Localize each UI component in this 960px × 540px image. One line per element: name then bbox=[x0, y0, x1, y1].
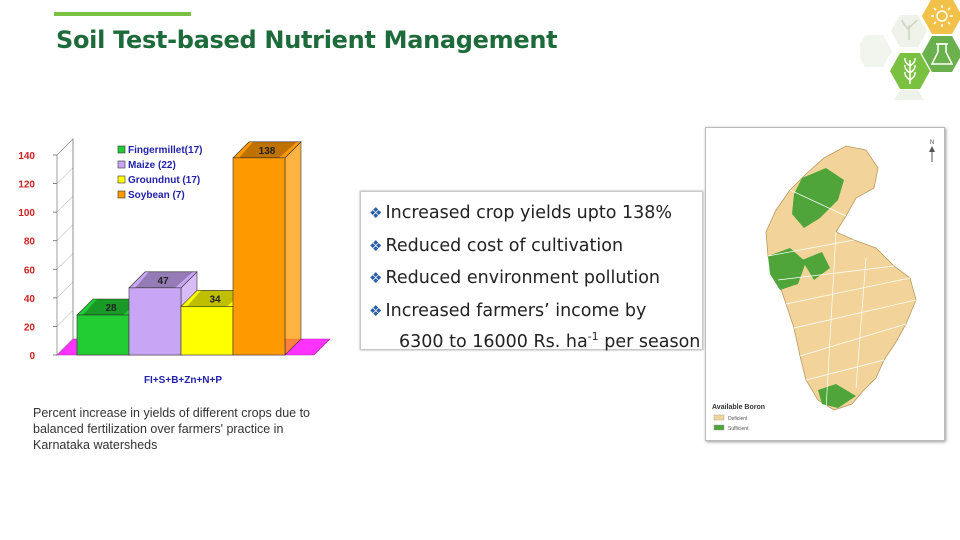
bullet-item: ❖ Increased crop yields upto 138% bbox=[369, 203, 672, 223]
sufficient-region-central bbox=[768, 248, 806, 290]
slide-title: Soil Test-based Nutrient Management bbox=[56, 26, 558, 54]
svg-text:N: N bbox=[930, 140, 934, 146]
diamond-bullet-icon: ❖ bbox=[369, 269, 383, 287]
bar-data-label: 28 bbox=[105, 303, 117, 314]
bullet-item: ❖ Increased farmers’ income by bbox=[369, 300, 647, 321]
diamond-bullet-icon: ❖ bbox=[369, 236, 383, 255]
legend-label: Fingermillet(17) bbox=[128, 145, 202, 156]
legend-swatch bbox=[117, 175, 126, 184]
diamond-bullet-icon: ❖ bbox=[369, 301, 383, 320]
legend-swatch bbox=[117, 145, 126, 154]
chart-bar bbox=[232, 141, 302, 356]
svg-text:Deficient: Deficient bbox=[728, 416, 748, 422]
legend-label: Soybean (7) bbox=[128, 190, 185, 201]
sufficient-region-east bbox=[802, 252, 830, 280]
hexagon-decoration bbox=[860, 0, 960, 100]
bar-data-label: 47 bbox=[157, 276, 169, 287]
sufficient-region-south bbox=[818, 384, 856, 408]
flask-icon bbox=[930, 43, 954, 65]
district-boundaries bbox=[767, 189, 917, 411]
legend-swatch-deficient bbox=[713, 414, 725, 421]
chart-bar bbox=[128, 271, 198, 356]
x-axis-label: FI+S+B+Zn+N+P bbox=[144, 375, 222, 386]
bullet-item: ❖ Reduced cost of cultivation bbox=[369, 235, 624, 256]
chart-caption: Percent increase in yields of different … bbox=[33, 406, 311, 452]
legend-label: Maize (22) bbox=[128, 160, 176, 171]
map-svg: N Available Boron Deficient Sufficient bbox=[712, 140, 935, 432]
legend-swatch bbox=[117, 190, 126, 199]
svg-text:Available Boron: Available Boron bbox=[712, 404, 765, 411]
legend-label: Groundnut (17) bbox=[128, 175, 200, 186]
bullet-item: ❖ Reduced environment pollution bbox=[369, 268, 661, 288]
y-tick-label: 100 bbox=[18, 208, 35, 219]
bar-data-label: 138 bbox=[259, 146, 276, 157]
legend-swatch bbox=[117, 160, 126, 169]
y-tick-label: 120 bbox=[18, 180, 35, 191]
north-arrow-icon: N bbox=[929, 140, 935, 162]
plant-icon bbox=[901, 19, 918, 40]
map-legend: Available Boron Deficient Sufficient bbox=[712, 404, 765, 432]
chart-side-wall bbox=[56, 138, 74, 356]
y-tick-label: 40 bbox=[24, 294, 36, 305]
svg-text:Sufficient: Sufficient bbox=[728, 426, 749, 432]
karnataka-boron-map: N Available Boron Deficient Sufficient bbox=[705, 127, 945, 441]
bullet-continuation: 6300 to 16000 Rs. ha-1 per season bbox=[399, 330, 701, 352]
sun-icon bbox=[931, 5, 953, 27]
y-tick-label: 20 bbox=[24, 322, 36, 333]
sufficient-region-north bbox=[792, 168, 844, 228]
y-tick-label: 60 bbox=[24, 265, 36, 276]
diamond-bullet-icon: ❖ bbox=[369, 204, 383, 222]
y-tick-label: 80 bbox=[24, 237, 36, 248]
y-tick-label: 0 bbox=[29, 351, 35, 362]
bar-data-label: 34 bbox=[209, 294, 221, 305]
legend-swatch-sufficient bbox=[713, 424, 725, 431]
y-tick-label: 140 bbox=[18, 151, 35, 162]
yield-increase-chart: 0 20 40 60 80 100 120 140 28 47 34 138 Fingermille… bbox=[0, 130, 345, 392]
benefits-box: ❖ Increased crop yields upto 138% ❖ Reduce… bbox=[360, 191, 703, 352]
bar-chart-svg: 0 20 40 60 80 100 120 140 28 47 34 138 Fingermille… bbox=[18, 138, 331, 386]
leaf-icon bbox=[904, 57, 916, 84]
title-accent-bar bbox=[54, 12, 191, 16]
